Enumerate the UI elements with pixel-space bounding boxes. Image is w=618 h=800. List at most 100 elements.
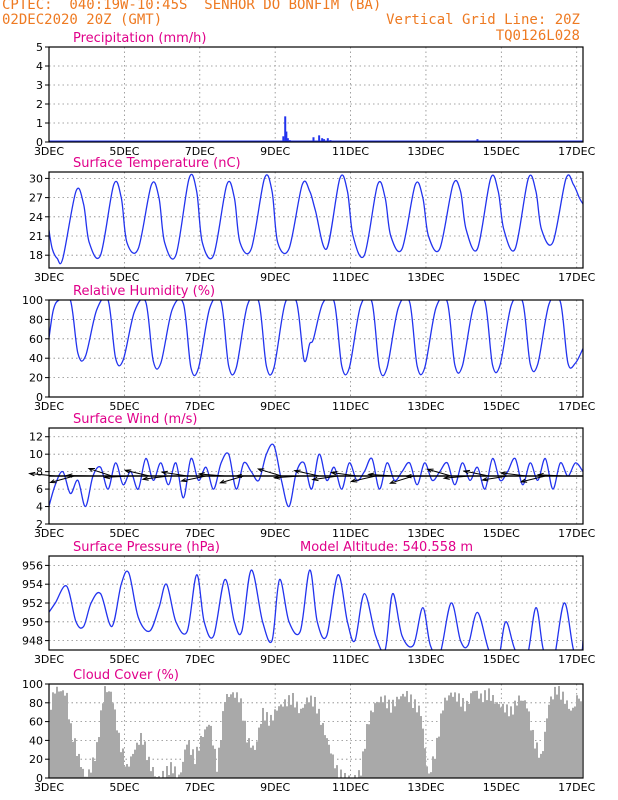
y-tick-label: 3	[36, 79, 43, 92]
cloud-bar	[332, 754, 334, 778]
cloud-bar	[386, 708, 388, 778]
cloud-bar	[218, 747, 220, 778]
cloud-bar	[290, 704, 292, 778]
cloud-bar	[526, 708, 528, 778]
cloud-bar	[532, 729, 534, 778]
cloud-bar	[476, 690, 478, 778]
model-code: TQ0126L028	[495, 28, 580, 44]
panel-frame	[48, 555, 584, 651]
y-tick-label: 60	[29, 333, 43, 346]
cloud-bar	[572, 707, 574, 778]
panel-temp: Surface Temperature (nC) 18 21 24 27 30 3DEC 5D…	[29, 156, 596, 284]
cloud-bar	[56, 686, 58, 778]
cloud-bar	[366, 724, 368, 778]
wind-arrow-head	[367, 472, 375, 477]
panel-title-rh: Relative Humidity (%)	[73, 284, 215, 299]
cloud-bar	[254, 749, 256, 778]
cloud-bar	[392, 699, 394, 778]
cloud-bar	[122, 748, 124, 778]
cloud-bar	[58, 691, 60, 778]
y-tick-label: 100	[22, 294, 43, 307]
cloud-bar	[110, 691, 112, 778]
cloud-bar	[294, 707, 296, 778]
cloud-bar	[260, 723, 262, 778]
cloud-bar	[118, 732, 120, 778]
precip-bar	[285, 131, 288, 142]
cloud-bar	[316, 713, 318, 778]
x-tick-label: 15DEC	[483, 145, 520, 158]
cloud-bar	[426, 766, 428, 778]
x-tick-label: 11DEC	[332, 653, 369, 666]
cloud-bar	[154, 776, 156, 778]
x-tick-label: 13DEC	[407, 527, 444, 540]
cloud-bar	[488, 688, 490, 778]
y-tick-label: 80	[29, 313, 43, 326]
wind-arrow	[104, 475, 131, 478]
cloud-bar	[396, 696, 398, 778]
cloud-bar	[312, 706, 314, 778]
wind-arrow	[351, 475, 376, 482]
cloud-bar	[274, 709, 276, 778]
cloud-bar	[62, 690, 64, 778]
wind-arrow	[181, 475, 207, 482]
precip-bar	[326, 138, 329, 142]
cloud-bar	[280, 704, 282, 778]
cloud-bar	[512, 714, 514, 778]
y-tick-label: 4	[36, 60, 43, 73]
cloud-bar	[150, 771, 152, 778]
panel-title-cloud: Cloud Cover (%)	[73, 668, 179, 683]
wind-arrow	[125, 469, 150, 477]
cloud-bar	[246, 742, 248, 778]
cloud-bar	[114, 709, 116, 778]
cloud-bar	[108, 691, 110, 778]
cloud-bar	[566, 700, 568, 778]
cloud-bar	[520, 700, 522, 778]
wind-arrow	[427, 468, 452, 477]
cloud-bar	[326, 738, 328, 778]
cloud-bar	[158, 776, 160, 778]
cloud-bar	[430, 772, 432, 778]
x-tick-label: 17DEC	[558, 653, 595, 666]
cloud-bar	[80, 767, 82, 778]
cloud-bar	[252, 745, 254, 778]
cloud-bar	[214, 748, 216, 778]
cloud-bar	[414, 699, 416, 778]
cloud-bar	[320, 724, 322, 778]
cloud-bar	[182, 761, 184, 778]
cloud-bar	[54, 693, 56, 778]
wind-arrow-head	[49, 479, 57, 484]
cloud-bar	[126, 764, 128, 778]
cloud-bar	[228, 696, 230, 778]
cloud-bar	[296, 701, 298, 778]
cloud-bar	[96, 742, 98, 778]
x-tick-label: 7DEC	[185, 400, 215, 413]
cloud-bar	[68, 719, 70, 778]
cloud-bar	[278, 706, 280, 778]
cloud-bar	[86, 776, 88, 778]
cloud-bar	[50, 709, 52, 778]
y-tick-label: 4	[36, 501, 43, 514]
y-tick-label: 20	[29, 753, 43, 766]
wind-arrow-head	[499, 471, 507, 476]
x-tick-label: 5DEC	[109, 527, 139, 540]
y-tick-label: 30	[29, 172, 43, 185]
cloud-bar	[78, 753, 80, 778]
cloud-bar	[436, 737, 438, 778]
cloud-bar	[328, 744, 330, 778]
cloud-bar	[524, 700, 526, 778]
panel-title-pressure: Surface Pressure (hPa)	[73, 540, 220, 555]
cloud-bar	[52, 692, 54, 778]
precip-bar	[282, 136, 285, 142]
cloud-bar	[72, 741, 74, 778]
cloud-bar	[358, 770, 360, 778]
cloud-bar	[224, 701, 226, 778]
precip-bar	[286, 138, 289, 142]
y-tick-label: 5	[36, 41, 43, 54]
cloud-bar	[484, 690, 486, 778]
cloud-bar	[558, 686, 560, 778]
cloud-bar	[98, 737, 100, 778]
cloud-bar	[490, 700, 492, 778]
cloud-bar	[388, 699, 390, 778]
cloud-bar	[530, 730, 532, 778]
cloud-bar	[170, 762, 172, 778]
